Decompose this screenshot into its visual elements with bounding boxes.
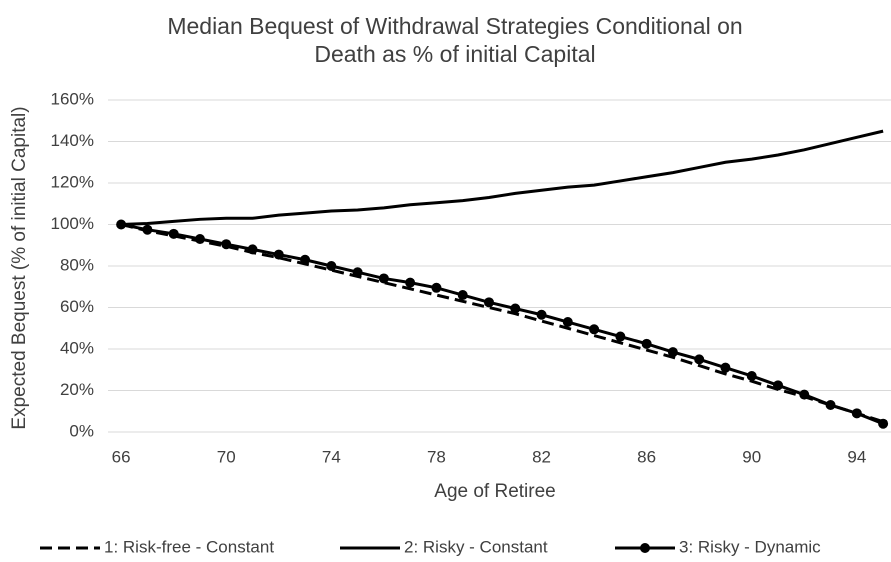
y-tick-label: 20% [60,380,94,399]
point [457,290,468,301]
x-tick-label: 78 [427,447,446,466]
point [116,219,127,230]
x-axis-title: Age of Retiree [434,481,555,502]
point [878,418,889,429]
point [536,309,547,320]
point [851,408,862,419]
legend-marker [640,543,650,553]
point [694,354,705,365]
point [378,273,389,284]
point [431,282,442,293]
point [589,324,600,335]
point [326,261,337,271]
point [405,277,416,288]
point [194,234,205,245]
legend-label: 3: Risky - Dynamic [679,537,821,556]
y-tick-label: 0% [69,421,94,440]
point [221,239,232,250]
point [799,389,810,400]
point [273,249,284,260]
x-tick-label: 86 [637,447,656,466]
legend-label: 2: Risky - Constant [404,537,548,556]
y-tick-label: 140% [51,131,94,150]
x-tick-label: 94 [847,447,866,466]
point [510,303,521,314]
point [825,400,836,411]
point [641,338,652,349]
y-tick-label: 100% [51,214,94,233]
point [142,224,153,235]
point [746,370,757,381]
point [720,362,731,373]
y-tick-label: 40% [60,338,94,357]
x-tick-label: 90 [742,447,761,466]
legend-label: 1: Risk-free - Constant [104,537,274,556]
point [168,228,179,239]
point [300,254,311,265]
y-tick-label: 160% [51,89,94,108]
x-tick-label: 66 [112,447,131,466]
x-tick-label: 82 [532,447,551,466]
line-series [120,223,884,426]
point [773,380,784,391]
chart-title: Death as % of initial Capital [314,41,595,67]
point [562,317,573,328]
y-axis-title: Expected Bequest (% of initial Capital) [9,106,30,429]
y-tick-label: 60% [60,297,94,316]
line-series [120,223,884,424]
point [615,331,626,342]
point [247,244,258,255]
x-tick-label: 74 [322,447,341,466]
x-tick-label: 70 [217,447,236,466]
point [352,267,363,278]
chart-title: Median Bequest of Withdrawal Strategies … [167,13,742,39]
y-tick-label: 80% [60,255,94,274]
point [667,347,678,358]
point [483,297,494,308]
line-series [121,129,884,226]
y-tick-label: 120% [51,172,94,191]
